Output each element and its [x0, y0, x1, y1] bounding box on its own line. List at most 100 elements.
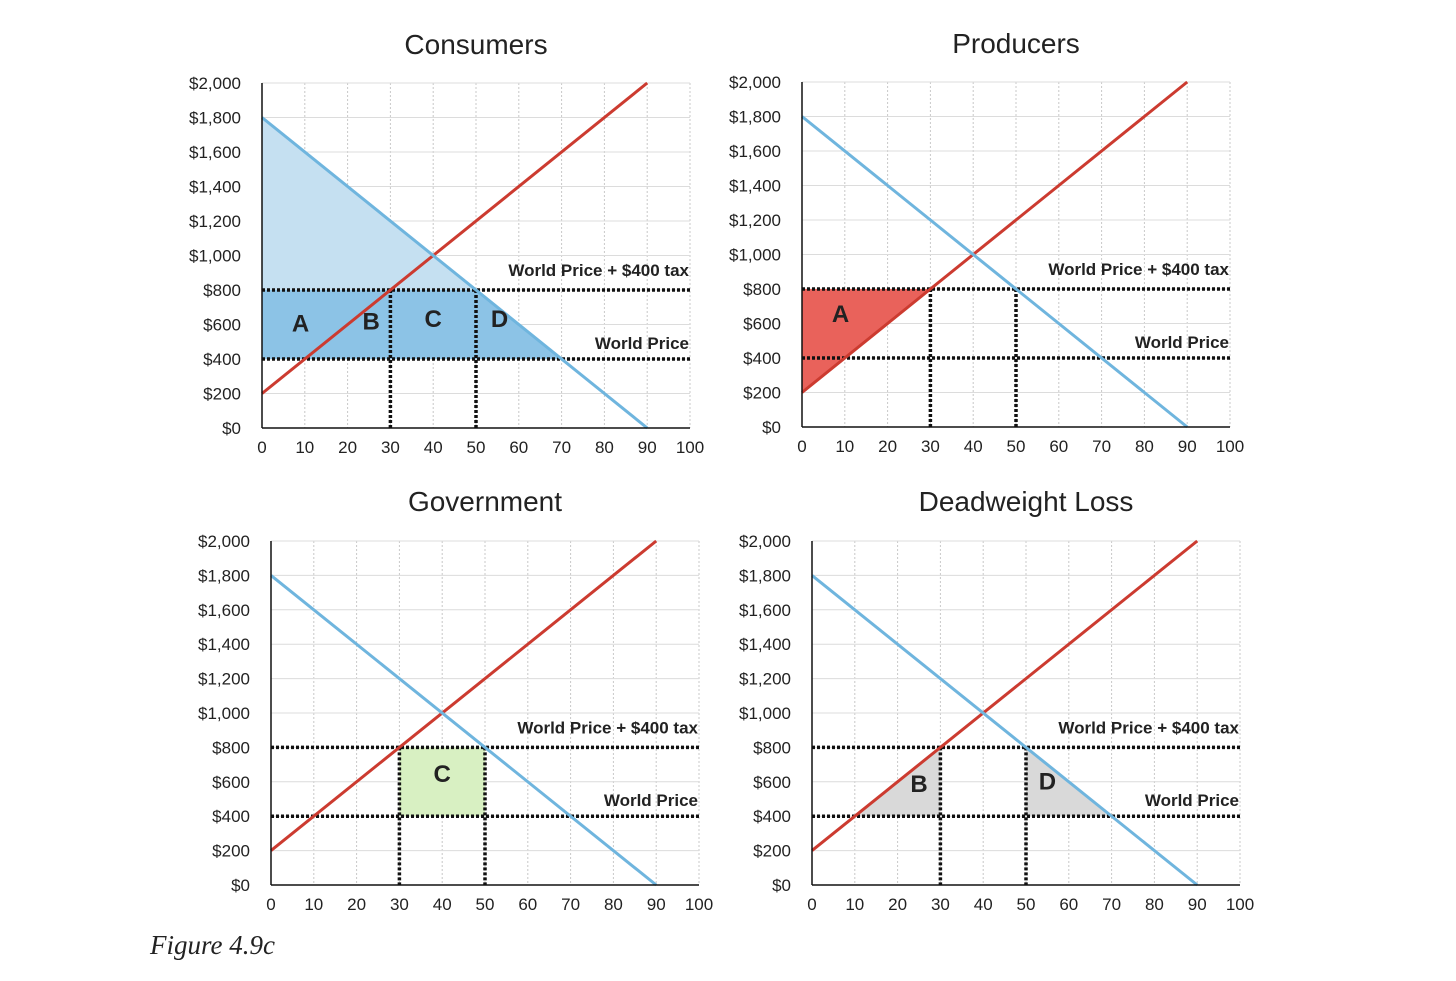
x-tick-label: 10: [835, 437, 854, 456]
x-tick-label: 50: [1017, 895, 1036, 914]
x-tick-label: 90: [1178, 437, 1197, 456]
y-tick-label: $800: [212, 738, 250, 757]
demand-curve: [801, 115, 1189, 429]
y-tick-label: $200: [212, 842, 250, 861]
x-tick-label: 100: [1226, 895, 1254, 914]
demand-curve: [811, 574, 1199, 887]
y-tick-label: $600: [203, 316, 241, 335]
y-tick-label: $0: [231, 876, 250, 895]
x-tick-label: 30: [921, 437, 940, 456]
x-tick-label: 0: [797, 437, 806, 456]
region-label-d: D: [491, 306, 508, 333]
x-tick-label: 70: [552, 438, 571, 457]
y-tick-label: $1,600: [189, 143, 241, 162]
y-tick-label: $2,000: [198, 532, 250, 551]
x-tick-label: 30: [931, 895, 950, 914]
x-tick-label: 100: [1216, 437, 1244, 456]
shaded-region-consumer-band: [262, 290, 562, 359]
y-tick-label: $1,600: [739, 601, 791, 620]
x-tick-label: 0: [807, 895, 816, 914]
y-tick-label: $1,800: [739, 566, 791, 585]
x-tick-label: 60: [1049, 437, 1068, 456]
y-tick-label: $1,800: [729, 108, 781, 127]
supply-curve: [270, 539, 658, 852]
y-tick-label: $1,400: [739, 635, 791, 654]
y-tick-label: $0: [772, 876, 791, 895]
y-tick-label: $1,800: [198, 566, 250, 585]
region-label-a: A: [832, 301, 849, 328]
x-tick-label: 100: [676, 438, 704, 457]
x-tick-label: 20: [888, 895, 907, 914]
y-tick-label: $600: [743, 315, 781, 334]
y-tick-label: $1,200: [189, 212, 241, 231]
x-tick-label: 50: [467, 438, 486, 457]
y-tick-label: $2,000: [739, 532, 791, 551]
region-label-c: C: [434, 761, 451, 788]
x-tick-label: 40: [974, 895, 993, 914]
price-line-label: World Price: [1135, 333, 1229, 352]
x-tick-label: 40: [424, 438, 443, 457]
chart-title: Producers: [952, 28, 1080, 59]
y-tick-label: $800: [753, 738, 791, 757]
x-tick-label: 30: [390, 895, 409, 914]
demand-curve: [261, 116, 649, 430]
shaded-region-government: [399, 747, 485, 817]
x-tick-label: 10: [845, 895, 864, 914]
price-line-label: World Price + $400 tax: [1048, 260, 1229, 279]
region-label-d: D: [1039, 769, 1056, 796]
y-tick-label: $1,600: [198, 601, 250, 620]
x-tick-label: 100: [685, 895, 713, 914]
y-tick-label: $1,000: [189, 247, 241, 266]
y-tick-label: $200: [753, 842, 791, 861]
price-line-label: World Price: [604, 791, 698, 810]
y-tick-label: $200: [743, 384, 781, 403]
y-tick-label: $1,400: [729, 177, 781, 196]
supply-curve: [811, 539, 1199, 852]
x-tick-label: 60: [518, 895, 537, 914]
chart-panel-3: Government World Price + $400 tax World Pr…: [198, 486, 713, 914]
x-tick-label: 10: [295, 438, 314, 457]
y-tick-label: $1,200: [198, 670, 250, 689]
y-tick-label: $1,400: [189, 178, 241, 197]
supply-curve: [801, 80, 1189, 394]
region-label-c: C: [425, 306, 442, 333]
y-tick-label: $2,000: [729, 73, 781, 92]
x-tick-label: 10: [304, 895, 323, 914]
chart-title: Deadweight Loss: [919, 486, 1134, 517]
y-tick-label: $2,000: [189, 74, 241, 93]
y-tick-label: $400: [753, 807, 791, 826]
x-tick-label: 90: [638, 438, 657, 457]
y-tick-label: $1,200: [729, 211, 781, 230]
x-tick-label: 0: [257, 438, 266, 457]
x-tick-label: 20: [338, 438, 357, 457]
x-tick-label: 60: [509, 438, 528, 457]
x-tick-label: 70: [561, 895, 580, 914]
x-tick-label: 60: [1059, 895, 1078, 914]
region-label-a: A: [292, 310, 309, 337]
chart-panel-4: Deadweight Loss World Price + $400 tax Wor…: [739, 486, 1254, 914]
x-tick-label: 20: [878, 437, 897, 456]
y-tick-label: $1,800: [189, 109, 241, 128]
y-tick-label: $800: [743, 280, 781, 299]
x-tick-label: 0: [266, 895, 275, 914]
y-tick-label: $800: [203, 281, 241, 300]
y-tick-label: $1,000: [729, 246, 781, 265]
y-tick-label: $0: [222, 419, 241, 438]
price-line-label: World Price: [1145, 791, 1239, 810]
y-tick-label: $400: [203, 350, 241, 369]
price-line-label: World Price + $400 tax: [517, 718, 698, 737]
y-tick-label: $200: [203, 385, 241, 404]
y-tick-label: $1,000: [198, 704, 250, 723]
y-tick-label: $1,000: [739, 704, 791, 723]
price-line-label: World Price + $400 tax: [508, 261, 689, 280]
y-tick-label: $1,600: [729, 142, 781, 161]
x-tick-label: 50: [1007, 437, 1026, 456]
x-tick-label: 30: [381, 438, 400, 457]
y-tick-label: $600: [753, 773, 791, 792]
y-tick-label: $0: [762, 418, 781, 437]
demand-curve: [270, 574, 658, 887]
x-tick-label: 20: [347, 895, 366, 914]
x-tick-label: 80: [604, 895, 623, 914]
y-tick-label: $600: [212, 773, 250, 792]
